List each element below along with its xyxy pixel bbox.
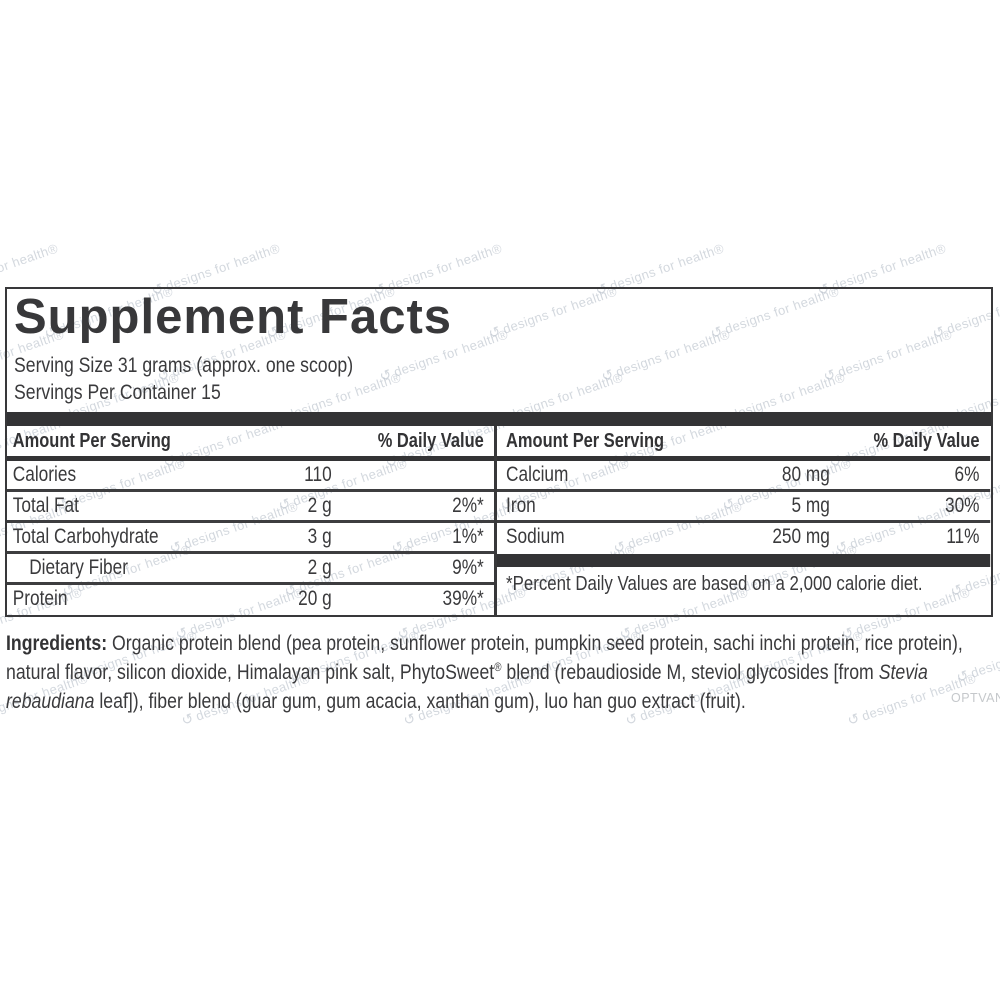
nutrient-dv: 30% [944, 494, 980, 517]
ingredients-paragraph: Ingredients: Organic protein blend (pea … [6, 629, 992, 716]
footnote-divider-bar [496, 554, 990, 567]
nutrient-dv: 9%* [452, 556, 484, 579]
nutrient-row-total-carbohydrate: Total Carbohydrate 3 g 1%* [7, 523, 494, 551]
nutrient-dv: 11% [945, 525, 980, 548]
ingredients-label: Ingredients: [6, 631, 108, 655]
nutrient-row-sodium: Sodium 250 mg 11% [497, 523, 990, 551]
nutrient-row-calcium: Calcium 80 mg 6% [497, 461, 990, 489]
serving-info: Serving Size 31 grams (approx. one scoop… [14, 352, 604, 406]
amount-per-serving-header: Amount Per Serving [505, 429, 664, 452]
nutrient-label: Protein [12, 587, 68, 610]
nutrient-row-iron: Iron 5 mg 30% [497, 492, 990, 520]
watermark-code: OPTVAN [951, 691, 1000, 705]
supplement-facts-panel: Supplement Facts Serving Size 31 grams (… [5, 287, 993, 617]
daily-value-header: % Daily Value [873, 429, 980, 452]
row-separator [496, 520, 990, 523]
row-separator [496, 489, 990, 492]
facts-column-right: Amount Per Serving % Daily Value Calcium… [496, 426, 992, 615]
amount-per-serving-header: Amount Per Serving [12, 429, 171, 452]
serving-size-line: Serving Size 31 grams (approx. one scoop… [14, 353, 354, 377]
nutrient-dv: 6% [954, 463, 980, 486]
nutrient-dv: 39%* [442, 587, 484, 610]
nutrient-row-dietary-fiber: Dietary Fiber 2 g 9%* [7, 554, 494, 582]
row-separator [7, 551, 494, 554]
column-header: Amount Per Serving % Daily Value [497, 426, 990, 456]
nutrient-label: Total Carbohydrate [12, 525, 159, 548]
nutrient-label: Calories [12, 463, 77, 486]
nutrient-amount: 110 [304, 463, 332, 486]
nutrient-label: Sodium [505, 525, 565, 548]
ingredients-text: leaf]), fiber blend (guar gum, gum acaci… [94, 689, 746, 713]
nutrient-amount: 20 g [298, 587, 332, 610]
ingredients-text: blend (rebaudioside M, steviol glycoside… [501, 660, 879, 684]
nutrient-amount: 80 mg [781, 463, 830, 486]
row-separator [7, 489, 494, 492]
header-underline-bar [496, 456, 990, 461]
column-header: Amount Per Serving % Daily Value [7, 426, 494, 456]
column-divider [494, 426, 497, 615]
row-separator [7, 582, 494, 585]
facts-column-left: Amount Per Serving % Daily Value Calorie… [7, 426, 494, 615]
nutrient-dv: 2%* [452, 494, 484, 517]
nutrient-row-calories: Calories 110 [7, 461, 494, 489]
nutrient-label: Total Fat [12, 494, 79, 517]
nutrient-amount: 5 mg [791, 494, 830, 517]
daily-value-header: % Daily Value [377, 429, 484, 452]
nutrient-row-protein: Protein 20 g 39%* [7, 585, 494, 613]
registered-mark: ® [494, 659, 502, 674]
nutrient-amount: 2 g [307, 556, 332, 579]
servings-per-container-line: Servings Per Container 15 [14, 380, 221, 404]
nutrient-amount: 3 g [307, 525, 332, 548]
row-separator [7, 520, 494, 523]
nutrient-dv: 1%* [452, 525, 484, 548]
nutrient-label: Iron [505, 494, 536, 517]
ingredients-text: Organic protein blend (pea protein, sunf… [6, 631, 963, 684]
nutrient-amount: 250 mg [771, 525, 830, 548]
nutrient-amount: 2 g [307, 494, 332, 517]
header-underline-bar [7, 456, 494, 461]
daily-value-footnote: *Percent Daily Values are based on a 2,0… [505, 572, 923, 595]
nutrient-row-total-fat: Total Fat 2 g 2%* [7, 492, 494, 520]
nutrient-label: Dietary Fiber [29, 556, 129, 579]
nutrient-label: Calcium [505, 463, 568, 486]
panel-title: Supplement Facts [14, 290, 453, 344]
ingredients-species-name: Stevia rebaudiana [6, 660, 928, 713]
header-divider-bar [7, 412, 991, 426]
facts-columns: Amount Per Serving % Daily Value Calorie… [7, 426, 991, 615]
